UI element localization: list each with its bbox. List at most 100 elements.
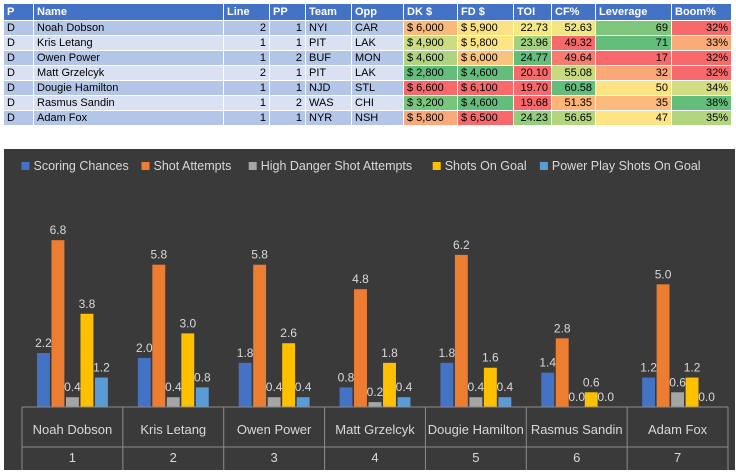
header-leverage[interactable]: Leverage [595, 3, 672, 21]
cell-boom[interactable]: 38% [671, 95, 732, 111]
cell-leverage[interactable]: 35 [595, 95, 672, 111]
bar-3-0[interactable] [80, 313, 94, 407]
bar-1-6[interactable] [656, 284, 670, 407]
bar-1-4[interactable] [454, 254, 468, 407]
cell-boom[interactable]: 34% [671, 80, 732, 96]
bar-2-4[interactable] [469, 397, 483, 407]
bar-1-3[interactable] [354, 289, 367, 407]
table-row[interactable]: D Noah Dobson 2 1 NYI CAR $ 6,000 $ 5,900 22.73 5… [3, 20, 732, 36]
cell-boom[interactable]: 32% [671, 50, 732, 66]
cell-toi[interactable]: 20.10 [513, 65, 552, 81]
cell-fd-salary[interactable]: $ 5,900 [457, 20, 514, 36]
bar-4-4[interactable] [498, 397, 512, 407]
bar-3-6[interactable] [685, 377, 699, 407]
table-row[interactable]: D Kris Letang 1 1 PIT LAK $ 4,900 $ 5,800 23.96 4… [3, 35, 732, 51]
cell-fd-salary[interactable]: $ 6,000 [457, 50, 514, 66]
cell-dk-salary[interactable]: $ 4,900 [403, 35, 458, 51]
cell-team[interactable]: NYR [305, 110, 352, 126]
cell-pp[interactable]: 1 [269, 35, 306, 51]
cell-toi[interactable]: 19.68 [513, 95, 552, 111]
table-row[interactable]: D Dougie Hamilton 1 1 NJD STL $ 6,600 $ 6,100 19… [3, 80, 732, 96]
legend-label-3[interactable]: Shots On Goal [445, 159, 527, 173]
bar-0-1[interactable] [137, 357, 151, 407]
cell-leverage[interactable]: 69 [595, 20, 672, 36]
bar-3-2[interactable] [282, 343, 296, 407]
cell-leverage[interactable]: 32 [595, 65, 672, 81]
bar-1-0[interactable] [51, 240, 65, 407]
cell-team[interactable]: NYI [305, 20, 352, 36]
table-row[interactable]: D Owen Power 1 2 BUF MON $ 4,600 $ 6,000 24.77 49… [3, 50, 732, 66]
bar-0-3[interactable] [339, 387, 353, 407]
bar-2-2[interactable] [267, 397, 281, 407]
cell-name[interactable]: Dougie Hamilton [33, 80, 224, 96]
cell-toi[interactable]: 24.23 [513, 110, 552, 126]
bar-0-2[interactable] [238, 362, 252, 407]
bar-2-6[interactable] [671, 392, 685, 407]
cell-opp[interactable]: LAK [351, 65, 404, 81]
cell-position[interactable]: D [3, 110, 34, 126]
bar-1-5[interactable] [555, 338, 569, 407]
cell-dk-salary[interactable]: $ 6,600 [403, 80, 458, 96]
cell-leverage[interactable]: 17 [595, 50, 672, 66]
cell-cf[interactable]: 52.63 [551, 20, 596, 36]
cell-leverage[interactable]: 47 [595, 110, 672, 126]
cell-toi[interactable]: 22.73 [513, 20, 552, 36]
bar-3-4[interactable] [483, 367, 497, 407]
cell-pp[interactable]: 1 [269, 110, 306, 126]
bar-0-6[interactable] [642, 377, 656, 407]
table-row[interactable]: D Matt Grzelcyk 2 1 PIT LAK $ 2,800 $ 4,600 20.1… [3, 65, 732, 81]
cell-cf[interactable]: 49.64 [551, 50, 596, 66]
cell-cf[interactable]: 51.35 [551, 95, 596, 111]
header-boom[interactable]: Boom% [671, 3, 732, 21]
header-opp[interactable]: Opp [351, 3, 404, 21]
bar-0-4[interactable] [440, 362, 454, 407]
header-fd-salary[interactable]: FD $ [457, 3, 514, 21]
cell-position[interactable]: D [3, 20, 34, 36]
bar-4-1[interactable] [195, 387, 209, 407]
cell-line[interactable]: 2 [223, 65, 270, 81]
cell-opp[interactable]: CHI [351, 95, 404, 111]
legend-label-4[interactable]: Power Play Shots On Goal [552, 159, 701, 173]
cell-cf[interactable]: 56.65 [551, 110, 596, 126]
cell-toi[interactable]: 19.70 [513, 80, 552, 96]
cell-boom[interactable]: 35% [671, 110, 732, 126]
cell-toi[interactable]: 24.77 [513, 50, 552, 66]
cell-position[interactable]: D [3, 35, 34, 51]
cell-pp[interactable]: 1 [269, 65, 306, 81]
bar-1-2[interactable] [253, 264, 267, 407]
cell-name[interactable]: Kris Letang [33, 35, 224, 51]
bar-2-1[interactable] [166, 397, 180, 407]
cell-team[interactable]: PIT [305, 65, 352, 81]
bar-3-1[interactable] [181, 333, 195, 407]
legend-swatch-1[interactable] [141, 162, 150, 170]
cell-pp[interactable]: 2 [269, 50, 306, 66]
cell-fd-salary[interactable]: $ 4,600 [457, 95, 514, 111]
bar-3-5[interactable] [584, 392, 598, 407]
legend-label-2[interactable]: High Danger Shot Attempts [261, 159, 412, 173]
cell-cf[interactable]: 49.32 [551, 35, 596, 51]
bar-0-0[interactable] [36, 353, 50, 407]
cell-opp[interactable]: MON [351, 50, 404, 66]
legend-label-1[interactable]: Shot Attempts [154, 159, 232, 173]
cell-dk-salary[interactable]: $ 5,800 [403, 110, 458, 126]
cell-cf[interactable]: 55.08 [551, 65, 596, 81]
cell-cf[interactable]: 60.58 [551, 80, 596, 96]
bar-3-3[interactable] [383, 362, 396, 407]
cell-opp[interactable]: LAK [351, 35, 404, 51]
cell-line[interactable]: 1 [223, 95, 270, 111]
cell-position[interactable]: D [3, 65, 34, 81]
cell-dk-salary[interactable]: $ 4,600 [403, 50, 458, 66]
header-name[interactable]: Name [33, 3, 224, 21]
header-toi[interactable]: TOI [513, 3, 552, 21]
cell-opp[interactable]: STL [351, 80, 404, 96]
cell-dk-salary[interactable]: $ 3,200 [403, 95, 458, 111]
cell-pp[interactable]: 2 [269, 95, 306, 111]
legend-swatch-3[interactable] [432, 162, 441, 170]
cell-fd-salary[interactable]: $ 6,500 [457, 110, 514, 126]
bar-4-3[interactable] [397, 397, 411, 407]
table-row[interactable]: D Rasmus Sandin 1 2 WAS CHI $ 3,200 $ 4,600 19.6… [3, 95, 732, 111]
cell-boom[interactable]: 32% [671, 20, 732, 36]
cell-boom[interactable]: 33% [671, 35, 732, 51]
cell-name[interactable]: Matt Grzelcyk [33, 65, 224, 81]
bar-2-0[interactable] [65, 397, 79, 407]
